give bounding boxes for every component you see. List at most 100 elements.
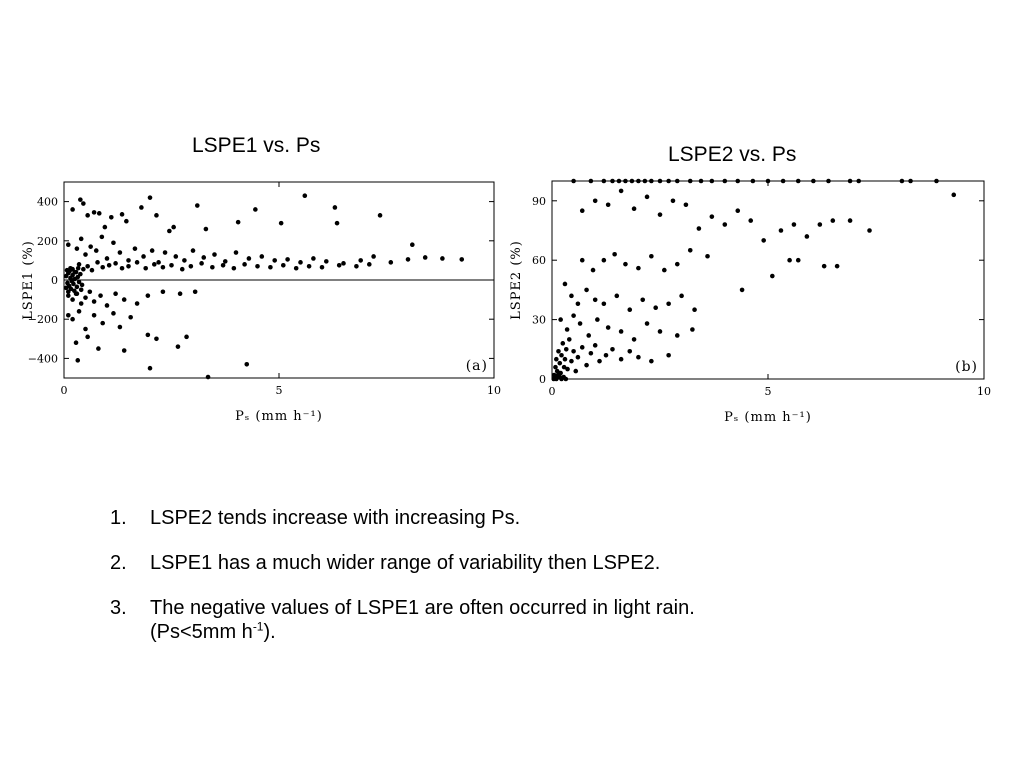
chart-title-a: LSPE1 vs. Ps (192, 134, 321, 157)
data-point (96, 211, 102, 216)
finding-number: 3. (110, 597, 127, 619)
data-point (293, 265, 299, 271)
data-point (610, 178, 615, 184)
x-tick-label: 10 (977, 385, 991, 398)
data-point (220, 263, 226, 268)
data-point (666, 352, 671, 358)
data-point (560, 341, 566, 346)
data-point (597, 358, 602, 364)
data-point (579, 345, 585, 350)
data-point (73, 269, 79, 275)
data-point (83, 326, 88, 332)
data-point (109, 214, 114, 220)
data-point (571, 348, 576, 354)
panel-label: (a) (466, 358, 488, 374)
data-point (182, 258, 187, 263)
data-point (605, 202, 611, 208)
scatter-plot-a: 0 5 10 400 200 0 −200 −400 Pₛ (mm h⁻¹) LSPE1 (%) (… (21, 181, 501, 424)
y-tick-label: 200 (37, 235, 58, 248)
data-point (811, 178, 816, 184)
data-point (311, 256, 316, 261)
data-point (657, 212, 663, 217)
data-point (558, 317, 563, 322)
data-point (579, 208, 585, 213)
data-point (847, 178, 853, 184)
finding-number: 1. (110, 507, 127, 529)
data-point (564, 327, 570, 332)
data-point (592, 198, 598, 204)
data-point (152, 262, 157, 267)
data-point (592, 343, 598, 348)
data-point (89, 267, 95, 273)
data-point (111, 311, 116, 316)
data-point (553, 364, 558, 370)
data-point (562, 356, 568, 362)
finding-text: LSPE1 has a much wider range of variabil… (150, 552, 661, 574)
data-point (319, 264, 325, 270)
findings-list: 1. LSPE2 tends increase with increasing … (110, 506, 695, 665)
data-point (377, 213, 383, 218)
data-point (662, 267, 667, 273)
data-point (134, 260, 140, 265)
data-point (603, 352, 609, 358)
data-point (167, 228, 172, 234)
data-point (614, 293, 620, 299)
data-point (670, 198, 676, 204)
data-point (674, 261, 680, 267)
data-point (556, 348, 561, 354)
data-point (210, 264, 215, 270)
data-point (422, 255, 428, 260)
finding-number: 2. (110, 552, 127, 574)
data-point (78, 197, 83, 202)
x-tick-label: 0 (549, 385, 556, 398)
data-point (74, 246, 80, 251)
data-point (354, 263, 359, 269)
data-point (173, 254, 179, 259)
data-point (188, 263, 194, 269)
finding-item: 2. LSPE1 has a much wider range of varia… (110, 551, 695, 575)
data-point (565, 366, 570, 372)
data-point (554, 376, 559, 382)
data-point (571, 178, 576, 184)
data-point (856, 178, 862, 184)
data-point (566, 337, 572, 342)
data-point (770, 273, 775, 279)
data-point (735, 178, 741, 184)
data-point (705, 253, 710, 259)
data-point (124, 218, 129, 224)
data-point (205, 374, 211, 380)
data-point (440, 256, 445, 261)
data-point (563, 376, 569, 382)
superscript: -1 (252, 619, 264, 634)
data-point (405, 257, 411, 262)
data-point (119, 265, 125, 271)
data-point (367, 262, 372, 267)
data-point (66, 242, 71, 248)
data-point (184, 334, 189, 340)
data-point (141, 254, 146, 259)
data-point (87, 289, 93, 295)
data-point (722, 178, 728, 184)
data-point (709, 214, 715, 219)
data-point (71, 281, 76, 287)
data-point (149, 248, 155, 253)
data-point (74, 284, 80, 290)
data-point (687, 178, 693, 184)
data-point (324, 259, 329, 264)
data-point (195, 203, 200, 208)
y-tick-label: 0 (51, 274, 58, 287)
panel-label: (b) (955, 359, 978, 375)
data-point (577, 321, 583, 326)
data-point (169, 263, 174, 268)
data-point (199, 261, 204, 266)
data-point (88, 244, 93, 249)
data-point (644, 321, 650, 326)
data-point (179, 266, 185, 272)
data-point (102, 224, 108, 230)
data-point (934, 178, 939, 184)
data-point (76, 262, 82, 267)
data-point (192, 289, 198, 295)
data-point (147, 365, 153, 371)
data-point (99, 234, 105, 240)
data-point (795, 178, 801, 184)
